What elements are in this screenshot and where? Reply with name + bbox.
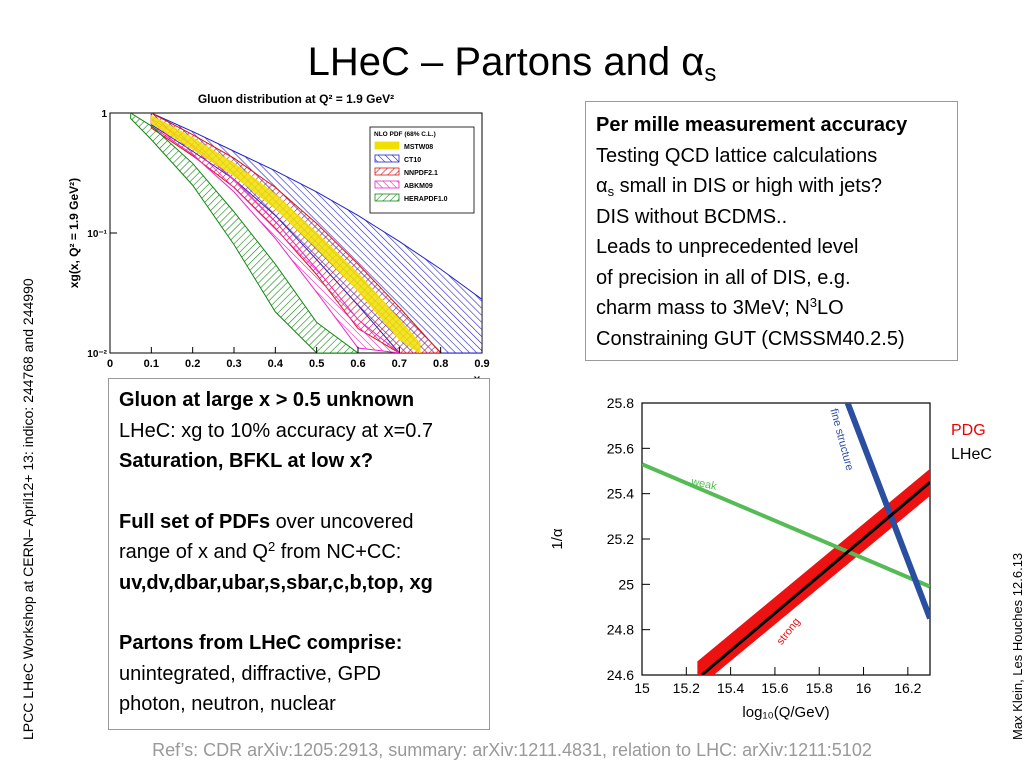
partons-heading: Partons from LHeC comprise:	[119, 632, 403, 654]
central-line	[700, 481, 930, 675]
y-tick-label: 1	[101, 109, 107, 120]
alpha-plot-frame	[641, 402, 931, 676]
gluon-line: Full set of PDFs over uncovered	[119, 507, 479, 538]
gluon-line-text: from NC+CC:	[275, 541, 402, 563]
gluon-line: photon, neutron, nuclear	[119, 693, 336, 715]
x-tick-label: 0.6	[350, 358, 365, 370]
alpha-subscript: s	[607, 184, 615, 199]
x-tick-label: 15.4	[717, 680, 744, 696]
legend-pdg: PDG	[951, 422, 986, 439]
gluon-line-text: range of x and Q	[119, 541, 268, 563]
legend-swatch	[374, 180, 400, 189]
x-axis-label: log₁₀(Q/GeV)	[742, 704, 829, 721]
y-tick-label: 25.8	[607, 395, 634, 411]
x-tick-label: 16	[856, 680, 872, 696]
y-axis-label: 1/α	[549, 528, 566, 550]
title-subscript: s	[704, 60, 717, 87]
legend-swatch	[374, 167, 400, 176]
y-tick-label: 25.2	[607, 531, 634, 547]
accuracy-line-text: charm mass to 3MeV; N	[596, 297, 810, 319]
band-abkm09	[150, 117, 401, 353]
gluon-line-text: over uncovered	[270, 510, 414, 533]
legend-label: HERAPDF1.0	[404, 196, 448, 203]
accuracy-line: of precision in all of DIS, e.g.	[596, 266, 851, 289]
side-label-right: Max Klein, Les Houches 12.6.13	[990, 540, 1024, 740]
y-tick-label: 24.8	[607, 622, 634, 638]
legend-title: NLO PDF (68% C.L.)	[374, 131, 436, 138]
y-tick-label: 25.6	[607, 440, 634, 456]
accuracy-line: DIS without BCDMS..	[596, 205, 788, 228]
legend-label: MSTW08	[404, 144, 433, 151]
slide-title: LHeC – Partons and αs	[0, 38, 1024, 98]
accuracy-line: charm mass to 3MeV; N3LO	[596, 293, 947, 324]
gluon-line: Saturation, BFKL at low x?	[119, 450, 374, 472]
pdf-heading: Full set of PDFs	[119, 510, 271, 533]
author-label: Max Klein, Les Houches 12.6.13	[1010, 552, 1024, 740]
x-tick-label: 0.4	[268, 358, 284, 370]
gluon-distribution-chart: Gluon distribution at Q² = 1.9 GeV² 0 0.1 0…	[67, 92, 490, 385]
x-tick-label: 0.5	[309, 358, 324, 370]
superscript: 3	[809, 295, 817, 310]
y-tick-label: 25	[618, 576, 634, 592]
accuracy-line: Constraining GUT (CMSSM40.2.5)	[596, 327, 905, 350]
strong-band	[697, 468, 930, 675]
y-tick-label: 25.4	[607, 486, 634, 502]
x-tick-label: 16.2	[894, 680, 921, 696]
weak-label: weak	[689, 476, 718, 493]
weak-line	[642, 462, 930, 589]
x-tick-label: 0	[107, 358, 113, 370]
x-tick-label: 0.7	[392, 358, 407, 370]
accuracy-line-text: LO	[817, 297, 844, 319]
gluon-line: unintegrated, diffractive, GPD	[119, 662, 381, 685]
chart-title: Gluon distribution at Q² = 1.9 GeV²	[198, 92, 394, 106]
alpha-symbol: α	[596, 175, 608, 197]
gluon-heading: Gluon at large x > 0.5 unknown	[119, 389, 415, 411]
accuracy-line-text: small in DIS or high with jets?	[614, 175, 882, 197]
band-herapdf1-0	[130, 113, 359, 353]
parton-list: uv,dv,dbar,ubar,s,sbar,c,b,top, xg	[119, 571, 433, 594]
workshop-label: LPCC LHeC Workshop at CERN– April12+ 13:…	[20, 278, 36, 740]
legend-label: NNPDF2.1	[404, 170, 438, 177]
footer-references: Ref’s: CDR arXiv:1205:2913, summary: arX…	[152, 740, 872, 760]
gluon-text-box: Gluon at large x > 0.5 unknown LHeC: xg …	[108, 378, 490, 730]
accuracy-line: Leads to unprecedented level	[596, 236, 859, 258]
gluon-line: LHeC: xg to 10% accuracy at x=0.7	[119, 419, 434, 442]
x-tick-label: 0.3	[226, 358, 241, 370]
side-label-left: LPCC LHeC Workshop at CERN– April12+ 13:…	[0, 150, 40, 750]
x-tick-label: 0.2	[185, 358, 200, 370]
legend-label: ABKM09	[404, 183, 433, 190]
x-tick-label: 0.1	[144, 358, 159, 370]
x-tick-label: 15.6	[761, 680, 788, 696]
y-tick-label: 10⁻²	[87, 349, 107, 360]
title-main: LHeC – Partons and α	[307, 40, 705, 84]
band-mstw08	[150, 114, 421, 353]
legend-lhec: LHeC	[951, 446, 992, 463]
legend-label: CT10	[404, 157, 421, 164]
accuracy-line: αs small in DIS or high with jets?	[596, 171, 947, 202]
y-tick-label: 10⁻¹	[87, 229, 107, 240]
accuracy-text-box: Per mille measurement accuracy Testing Q…	[585, 101, 958, 361]
legend-swatch	[374, 141, 400, 150]
accuracy-heading: Per mille measurement accuracy	[596, 114, 908, 136]
y-tick-label: 24.6	[607, 667, 634, 683]
x-tick-label: 0.9	[474, 358, 489, 370]
y-axis-label: xg(x, Q² = 1.9 GeV²)	[67, 178, 81, 288]
legend-swatch	[374, 193, 400, 202]
fine-structure-line	[844, 403, 930, 620]
legend-swatch	[374, 154, 400, 163]
x-tick-label: 15	[634, 680, 650, 696]
x-tick-label: 15.8	[806, 680, 833, 696]
x-tick-label: 15.2	[673, 680, 700, 696]
x-tick-label: 0.8	[433, 358, 448, 370]
superscript: 2	[267, 539, 276, 554]
accuracy-line: Testing QCD lattice calculations	[596, 144, 878, 167]
gluon-line: range of x and Q2 from NC+CC:	[119, 537, 479, 568]
